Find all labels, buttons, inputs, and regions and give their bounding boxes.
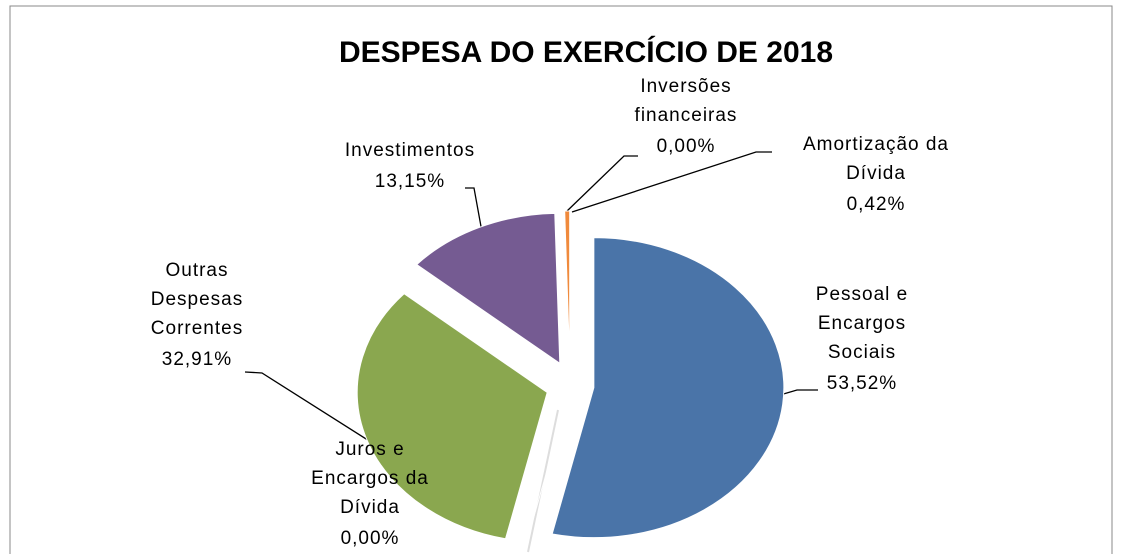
pie bbox=[356, 210, 785, 554]
pie-slice bbox=[522, 408, 566, 554]
label-line: Investimentos bbox=[345, 140, 475, 161]
label-line: Inversões bbox=[640, 76, 731, 97]
value-label: 0,00% bbox=[341, 528, 400, 549]
label-line: Despesas bbox=[151, 289, 244, 310]
pie-slice bbox=[564, 210, 571, 362]
value-label: 0,42% bbox=[847, 194, 906, 215]
label-line: Outras bbox=[165, 260, 228, 281]
leader-line bbox=[779, 389, 818, 396]
label-line: Pessoal e bbox=[816, 284, 908, 305]
label-line: Dívida bbox=[846, 163, 906, 184]
label-line: Amortização da bbox=[803, 134, 949, 155]
leader-lines bbox=[244, 151, 818, 553]
label-line: Encargos bbox=[818, 313, 906, 334]
chart-title: DESPESA DO EXERCÍCIO DE 2018 bbox=[339, 35, 833, 69]
category-label: Pessoal e Encargos Sociais bbox=[816, 284, 908, 363]
label-line: Encargos da bbox=[311, 468, 429, 489]
pie-slice bbox=[415, 212, 561, 365]
leader-line bbox=[465, 187, 483, 233]
category-label: Juros e Encargos da Dívida bbox=[311, 439, 429, 518]
pie-slice bbox=[551, 237, 785, 539]
pie-slice bbox=[356, 293, 548, 540]
value-label: 0,00% bbox=[657, 136, 716, 157]
category-label: Outras Despesas Correntes bbox=[151, 260, 244, 339]
label-line: financeiras bbox=[635, 105, 738, 126]
category-label: Amortização da Dívida bbox=[803, 134, 949, 184]
category-label: Investimentos bbox=[345, 140, 475, 161]
label-line: Juros e bbox=[335, 439, 404, 460]
value-label: 32,91% bbox=[162, 349, 232, 370]
chart-area bbox=[9, 5, 1113, 554]
leader-line bbox=[571, 151, 772, 213]
value-label: 13,15% bbox=[375, 171, 445, 192]
value-label: 53,52% bbox=[827, 373, 897, 394]
slice-gap bbox=[527, 409, 559, 553]
leader-line bbox=[565, 155, 638, 213]
category-label: Inversões financeiras bbox=[635, 76, 738, 126]
label-line: Sociais bbox=[828, 342, 896, 363]
label-line: Correntes bbox=[151, 318, 243, 339]
label-line: Dívida bbox=[340, 497, 400, 518]
leader-line bbox=[244, 371, 405, 464]
